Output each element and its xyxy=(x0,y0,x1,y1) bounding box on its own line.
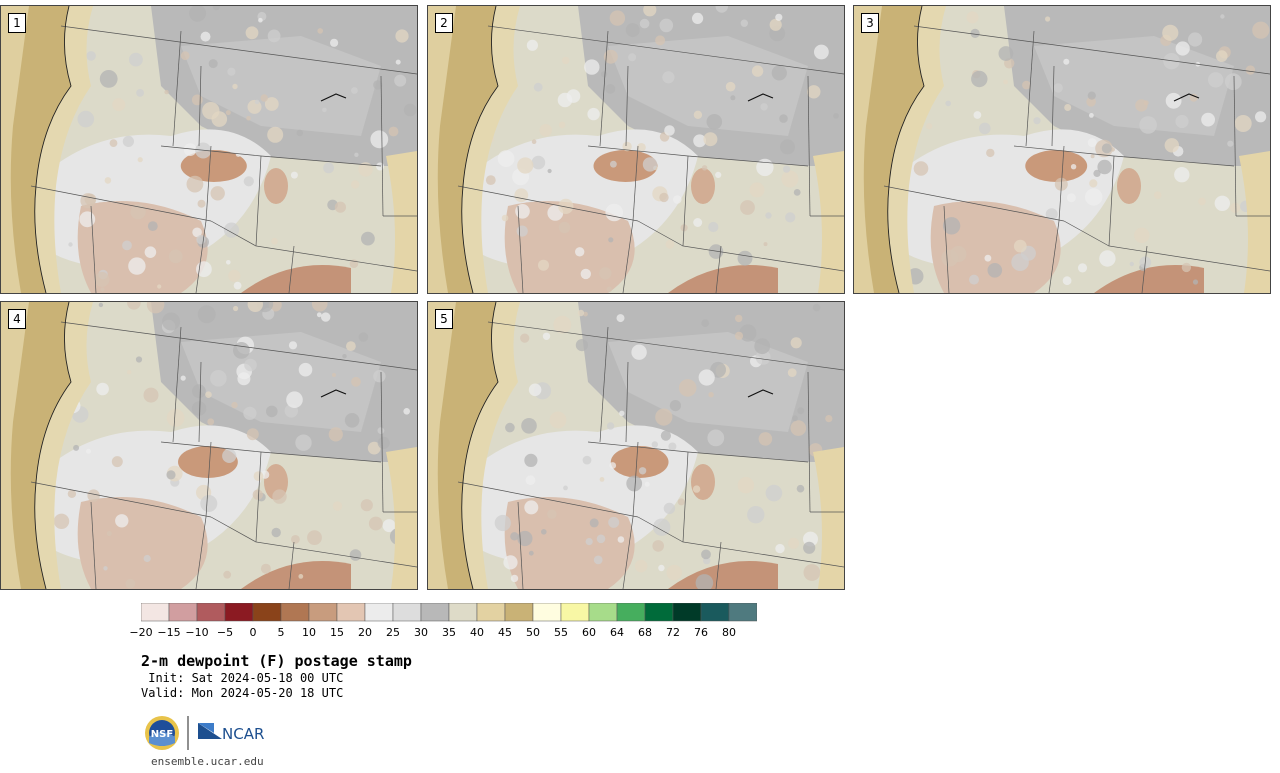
colorbar-swatch xyxy=(280,603,310,622)
panel-number-label: 5 xyxy=(435,309,453,329)
colorbar-tick: 60 xyxy=(582,626,596,639)
panel-number-label: 2 xyxy=(435,13,453,33)
map-panel-5: 5 xyxy=(427,301,845,590)
init-time: Init: Sat 2024-05-18 00 UTC xyxy=(141,671,344,685)
colorbar-tick: 50 xyxy=(526,626,540,639)
colorbar-swatch xyxy=(308,603,338,622)
colorbar-swatch xyxy=(504,603,534,622)
panel-number-label: 3 xyxy=(861,13,879,33)
colorbar-swatch xyxy=(616,603,646,622)
panel-number-label: 4 xyxy=(8,309,26,329)
svg-text:NCAR: NCAR xyxy=(222,725,264,743)
colorbar-tick: −20 xyxy=(129,626,153,639)
colorbar-swatch xyxy=(560,603,590,622)
ncar-logo: NCAR xyxy=(198,723,264,743)
nsf-logo: NSF xyxy=(145,716,179,750)
colorbar-tick: 72 xyxy=(666,626,680,639)
colorbar-swatch xyxy=(196,603,226,622)
dewpoint-colorbar xyxy=(141,603,757,622)
colorbar-swatch xyxy=(644,603,674,622)
colorbar-tick: 20 xyxy=(358,626,372,639)
colorbar-swatch xyxy=(476,603,506,622)
colorbar-tick: 10 xyxy=(302,626,316,639)
colorbar-swatch xyxy=(420,603,450,622)
colorbar-tick: 35 xyxy=(442,626,456,639)
colorbar-swatch xyxy=(532,603,562,622)
colorbar-swatch xyxy=(252,603,282,622)
colorbar-tick: 30 xyxy=(414,626,428,639)
colorbar-tick: 76 xyxy=(694,626,708,639)
colorbar-swatch xyxy=(448,603,478,622)
colorbar-swatch xyxy=(392,603,422,622)
colorbar-tick: 15 xyxy=(330,626,344,639)
map-panel-1: 1 xyxy=(0,5,418,294)
colorbar-tick: −5 xyxy=(216,626,234,639)
colorbar-swatch xyxy=(364,603,394,622)
colorbar-tick: −15 xyxy=(157,626,181,639)
svg-text:NSF: NSF xyxy=(151,729,173,740)
colorbar-tick: 0 xyxy=(249,626,257,639)
colorbar-swatch xyxy=(224,603,254,622)
colorbar-swatch xyxy=(728,603,757,622)
logos: NSF NCAR xyxy=(145,716,264,750)
colorbar-swatch xyxy=(336,603,366,622)
colorbar-tick-labels: −20 −15 −10 −5 0 5 10 15 20 25 30 35 40 45 50 55 60 64 68 7… xyxy=(129,626,781,640)
colorbar-tick: 5 xyxy=(277,626,285,639)
colorbar-swatch xyxy=(168,603,198,622)
colorbar-swatch xyxy=(700,603,730,622)
colorbar-tick: 55 xyxy=(554,626,568,639)
colorbar-tick: 40 xyxy=(470,626,484,639)
colorbar-tick: 45 xyxy=(498,626,512,639)
colorbar-swatch xyxy=(672,603,702,622)
colorbar-tick: 64 xyxy=(610,626,624,639)
map-panel-2: 2 xyxy=(427,5,845,294)
colorbar-swatch xyxy=(588,603,618,622)
map-panel-3: 3 xyxy=(853,5,1271,294)
chart-title: 2-m dewpoint (F) postage stamp xyxy=(141,652,412,670)
colorbar-tick: 68 xyxy=(638,626,652,639)
map-panel-4: 4 xyxy=(0,301,418,590)
colorbar-tick: 25 xyxy=(386,626,400,639)
colorbar-tick: −10 xyxy=(185,626,209,639)
valid-time: Valid: Mon 2024-05-20 18 UTC xyxy=(141,686,344,700)
colorbar-swatch xyxy=(141,603,170,622)
website-url: ensemble.ucar.edu xyxy=(151,755,264,768)
panel-number-label: 1 xyxy=(8,13,26,33)
colorbar-tick: 80 xyxy=(722,626,736,639)
